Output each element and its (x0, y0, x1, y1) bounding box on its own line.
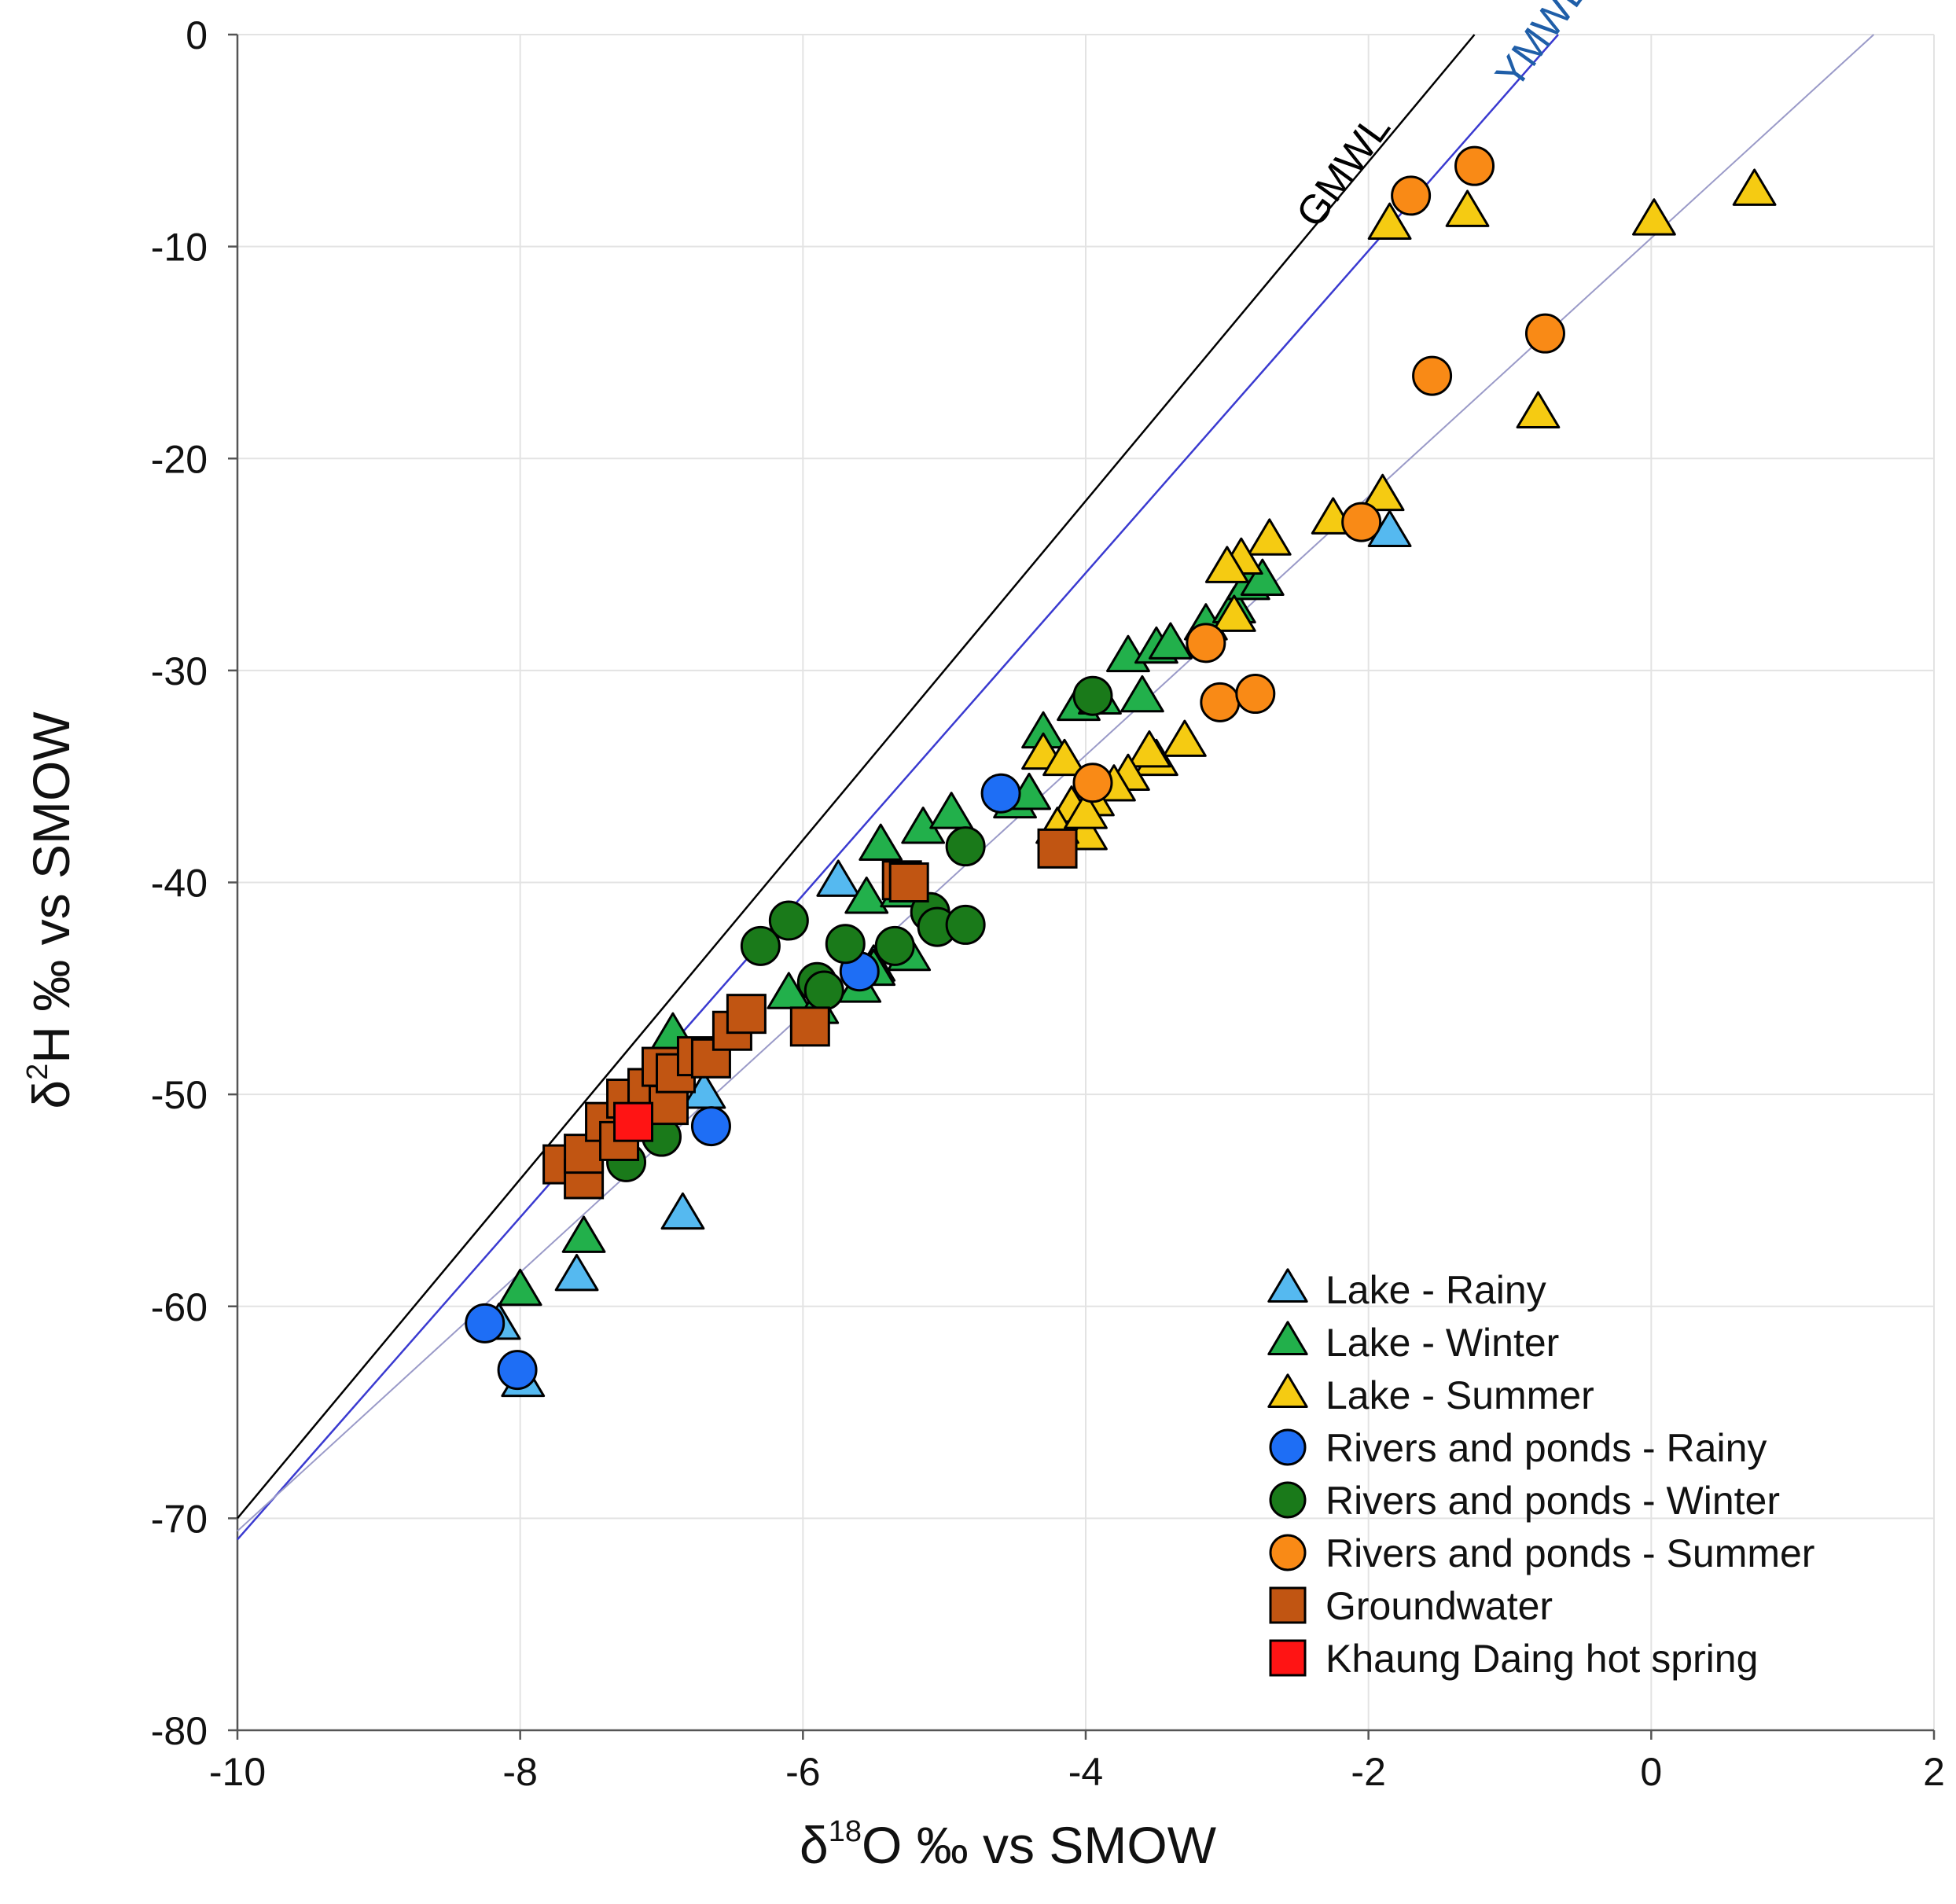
legend-label-lake-winter: Lake - Winter (1325, 1321, 1559, 1365)
y-tick-label: -10 (151, 226, 208, 270)
x-tick-label: -4 (1068, 1750, 1103, 1794)
y-tick-label: -70 (151, 1497, 208, 1541)
point-lake-summer (1064, 792, 1108, 829)
legend-marker-khaung-daing-hot-spring (1269, 1639, 1307, 1677)
x-tick-label: -2 (1351, 1750, 1385, 1794)
y-tick-label: -40 (151, 862, 208, 906)
point-lake-summer (1516, 391, 1561, 429)
x-tick-label: -8 (502, 1750, 537, 1794)
point-lake-winter (1149, 622, 1193, 660)
point-lake-winter (844, 877, 889, 914)
point-rivers-and-ponds-summer (1235, 674, 1276, 715)
point-lake-winter (1120, 674, 1164, 713)
y-tick-label: -50 (151, 1073, 208, 1117)
point-rivers-and-ponds-summer (1524, 313, 1565, 354)
point-groundwater (888, 862, 929, 902)
point-lake-winter (859, 823, 903, 862)
point-rivers-and-ponds-winter (945, 904, 986, 945)
point-lake-summer (1204, 546, 1249, 583)
point-lake-winter (498, 1268, 542, 1307)
legend-label-khaung-daing-hot-spring: Khaung Daing hot spring (1325, 1637, 1758, 1681)
legend-label-rivers-and-ponds-summer: Rivers and ponds - Summer (1325, 1531, 1814, 1575)
point-rivers-and-ponds-winter (1072, 675, 1113, 716)
point-rivers-and-ponds-winter (768, 900, 809, 941)
legend-label-lake-summer: Lake - Summer (1325, 1373, 1594, 1417)
legend-marker-rivers-and-ponds-rainy (1269, 1428, 1307, 1466)
axes (228, 33, 1936, 1740)
legend-label-lake-rainy: Lake - Rainy (1325, 1268, 1546, 1312)
point-groundwater (726, 994, 767, 1035)
point-rivers-and-ponds-summer (1200, 682, 1241, 722)
point-rivers-and-ponds-summer (1072, 763, 1113, 803)
tick-labels: -10 -8 -6 -4 -2 0 20-10-20-30-40-50-60-70-80 (151, 13, 1945, 1794)
point-rivers-and-ponds-winter (740, 925, 781, 966)
point-lake-summer (1247, 518, 1292, 556)
y-tick-label: -30 (151, 649, 208, 693)
legend-label-rivers-and-ponds-winter: Rivers and ponds - Winter (1325, 1479, 1780, 1523)
legend-marker-lake-winter (1267, 1321, 1308, 1355)
y-tick-label: -80 (151, 1709, 208, 1753)
legend-marker-lake-rainy (1267, 1268, 1308, 1303)
point-rivers-and-ponds-summer (1412, 355, 1453, 396)
point-rivers-and-ponds-summer (1341, 502, 1382, 542)
legend: Lake - Rainy Lake - Winter Lake - Summer Ri… (1267, 1268, 1814, 1681)
x-tick-label: -10 (209, 1750, 266, 1794)
point-rivers-and-ponds-rainy (690, 1106, 731, 1147)
legend-marker-rivers-and-ponds-summer (1269, 1534, 1307, 1571)
point-rivers-and-ponds-rainy (497, 1350, 538, 1391)
data-points (465, 145, 1777, 1398)
legend-marker-lake-summer (1267, 1373, 1308, 1408)
point-lake-winter (929, 792, 974, 829)
point-lake-summer (1211, 594, 1256, 632)
point-rivers-and-ponds-winter (803, 970, 844, 1011)
point-lake-summer (1445, 189, 1490, 227)
legend-marker-rivers-and-ponds-winter (1269, 1481, 1307, 1519)
point-lake-rainy (554, 1253, 599, 1292)
x-tick-label: 2 (1923, 1750, 1945, 1794)
point-rivers-and-ponds-summer (1391, 175, 1432, 216)
reference-line-ymwl (237, 34, 1559, 1541)
point-rivers-and-ponds-winter (825, 924, 866, 965)
reference-line-gmwl (237, 34, 1476, 1520)
point-rivers-and-ponds-rainy (980, 773, 1021, 814)
point-lake-summer (1367, 202, 1412, 241)
legend-label-groundwater: Groundwater (1325, 1584, 1553, 1628)
reference-line-evaporation (237, 34, 1875, 1532)
point-lake-summer (1632, 198, 1676, 236)
legend-marker-groundwater (1269, 1586, 1307, 1624)
point-rivers-and-ponds-summer (1454, 145, 1495, 186)
point-rivers-and-ponds-winter (945, 826, 986, 867)
point-lake-rainy (660, 1192, 705, 1230)
y-tick-label: -20 (151, 437, 208, 481)
point-lake-summer (1042, 738, 1086, 777)
y-tick-label: -60 (151, 1285, 208, 1329)
point-groundwater (1037, 828, 1078, 869)
point-rivers-and-ponds-summer (1186, 623, 1226, 663)
y-axis-title: δ2H ‰ vs SMOW (21, 711, 80, 1109)
x-tick-label: 0 (1640, 1750, 1662, 1794)
point-rivers-and-ponds-winter (874, 925, 915, 966)
y-tick-label: 0 (186, 13, 208, 57)
point-lake-rainy (816, 859, 861, 897)
point-lake-winter (561, 1215, 606, 1253)
point-lake-summer (1162, 719, 1207, 757)
point-lake-summer (1360, 473, 1405, 512)
point-lake-summer (1732, 168, 1777, 206)
x-tick-label: -6 (785, 1750, 820, 1794)
point-lake-summer (1127, 730, 1171, 768)
point-khaung-daing-hot-spring (613, 1101, 654, 1142)
x-axis-title: δ18O ‰ vs SMOW (800, 1815, 1217, 1874)
point-rivers-and-ponds-rainy (465, 1303, 506, 1343)
point-groundwater (789, 1006, 830, 1047)
point-lake-winter (1240, 558, 1285, 597)
gridlines (237, 34, 1935, 1731)
legend-label-rivers-and-ponds-rainy: Rivers and ponds - Rainy (1325, 1426, 1767, 1470)
